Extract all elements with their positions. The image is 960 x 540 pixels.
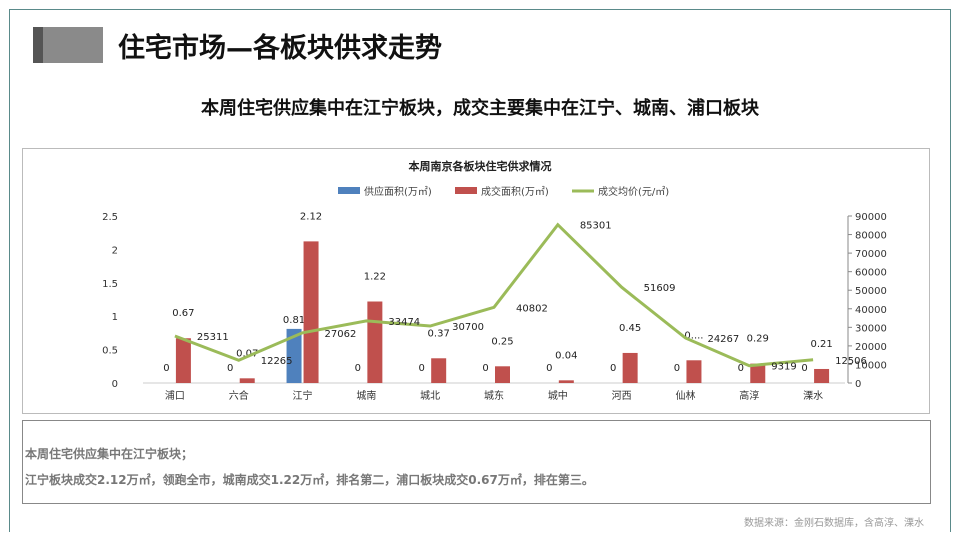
supply-label: 0: [801, 363, 807, 374]
deal-label: 2.12: [300, 211, 322, 222]
left-y-tick: 1.5: [102, 279, 118, 290]
chart-title: 本周南京各板块住宅供求情况: [409, 159, 552, 173]
deal-bar: [750, 363, 766, 383]
legend-label: 供应面积(万㎡): [364, 185, 432, 198]
supply-label: 0: [163, 363, 169, 374]
deal-bar: [239, 378, 255, 383]
deal-label: 0.29: [747, 334, 769, 345]
deal-bar: [622, 352, 638, 383]
left-y-tick: 1: [112, 312, 118, 323]
deal-bar: [367, 301, 383, 383]
deal-bar: [686, 360, 702, 383]
x-tick-label: 河西: [612, 390, 632, 402]
price-line: [174, 222, 814, 368]
deal-label: 0....: [684, 330, 703, 341]
data-source: 数据来源：金刚石数据库，含高淳、溧水: [744, 518, 924, 529]
price-label: 40802: [516, 303, 548, 314]
price-label: 33474: [388, 317, 420, 328]
deal-bar: [431, 358, 447, 383]
deal-label: 0.67: [172, 308, 194, 319]
supply-label: 0.81: [283, 315, 305, 326]
page-title: 住宅市场—各板块供求走势: [118, 33, 442, 64]
supply-label: 0: [610, 363, 616, 374]
x-tick-label: 浦口: [165, 389, 185, 402]
chart-container: [22, 148, 930, 414]
deal-bar: [814, 368, 830, 383]
right-y-tick: 60000: [855, 268, 887, 279]
price-label: 12506: [835, 356, 867, 367]
x-tick-label: 城北: [420, 390, 440, 402]
price-label: 85301: [580, 221, 612, 232]
deal-bar: [495, 366, 510, 383]
legend-label: 成交均价(元/㎡): [598, 185, 669, 198]
deal-label: 0.45: [619, 323, 641, 334]
note-line-1: 本周住宅供应集中在江宁板块；: [25, 447, 194, 461]
deal-bar: [175, 338, 191, 383]
price-label: 9319: [771, 362, 796, 373]
supply-label: 0: [738, 363, 744, 374]
x-tick-label: 城东: [484, 389, 504, 402]
slide-frame: [9, 9, 951, 532]
deal-label: 0.07: [236, 348, 258, 359]
deal-label: 0.37: [428, 328, 450, 339]
right-y-tick: 40000: [855, 305, 887, 316]
deal-label: 0.04: [555, 350, 577, 361]
deal-bar: [303, 241, 319, 383]
price-label: 51609: [644, 283, 676, 294]
legend-swatch: [455, 187, 477, 194]
deal-label: 0.21: [810, 339, 832, 350]
left-y-tick: 2.5: [102, 212, 118, 223]
x-tick-label: 仙林: [675, 389, 695, 402]
left-y-tick: 0: [112, 379, 118, 390]
deal-label: 0.25: [491, 336, 513, 347]
x-tick-label: 江宁: [293, 389, 313, 402]
price-label: 27062: [325, 329, 357, 340]
right-y-tick: 90000: [855, 212, 887, 223]
left-y-tick: 2: [112, 245, 118, 256]
notes-box: 本周住宅供应集中在江宁板块； 江宁板块成交2.12万㎡，领跑全市，城南成交1.2…: [22, 420, 931, 504]
right-y-tick: 80000: [855, 231, 887, 242]
price-label: 25311: [197, 332, 229, 343]
x-tick-label: 高淳: [739, 389, 759, 402]
price-label: 24267: [707, 334, 739, 345]
price-label: 30700: [452, 322, 484, 333]
right-y-tick: 10000: [855, 360, 887, 371]
page-subtitle: 本周住宅供应集中在江宁板块，成交主要集中在江宁、城南、浦口板块: [201, 98, 759, 119]
price-label: 12265: [261, 356, 293, 367]
deal-label: 1.22: [364, 272, 386, 283]
x-tick-label: 溧水: [803, 389, 823, 402]
right-y-tick: 50000: [855, 286, 887, 297]
supply-label: 0: [674, 363, 680, 374]
legend-label: 成交面积(万㎡): [481, 185, 549, 198]
right-y-tick: 70000: [855, 249, 887, 260]
right-y-tick: 20000: [855, 342, 887, 353]
supply-label: 0: [355, 363, 361, 374]
supply-label: 0: [482, 363, 488, 374]
right-y-tick: 30000: [855, 323, 887, 334]
x-tick-label: 六合: [229, 389, 249, 402]
deal-bar: [558, 380, 574, 383]
supply-label: 0: [546, 363, 552, 374]
x-tick-label: 城南: [356, 389, 376, 402]
note-line-2: 江宁板块成交2.12万㎡，领跑全市，城南成交1.22万㎡，排名第二，浦口板块成交…: [25, 473, 594, 487]
left-y-tick: 0.5: [102, 346, 118, 357]
x-tick-label: 城中: [548, 389, 568, 402]
title-decoration: [33, 27, 103, 63]
legend-swatch: [338, 187, 360, 194]
supply-label: 0: [227, 363, 233, 374]
supply-label: 0: [418, 363, 424, 374]
supply-bar: [286, 328, 302, 383]
right-y-tick: 0: [855, 379, 861, 390]
